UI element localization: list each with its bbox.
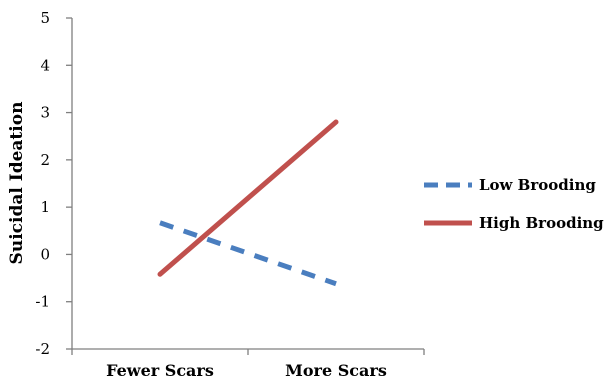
series-line-high-brooding: [157, 119, 339, 277]
plot-series: [157, 119, 339, 287]
y-tick-label: 2: [40, 151, 50, 169]
y-tick-label: 5: [40, 9, 50, 27]
legend: Low Brooding High Brooding: [424, 176, 604, 232]
y-tick-label: 3: [40, 104, 50, 122]
y-tick-label: -2: [35, 340, 50, 358]
legend-label: High Brooding: [479, 214, 604, 232]
y-tick-label: 1: [40, 198, 50, 216]
y-axis-title: Suicidal Ideation: [7, 102, 27, 265]
x-axis-ticks: Fewer Scars More Scars: [71, 349, 425, 380]
y-tick-label: 0: [40, 245, 50, 263]
y-axis-ticks: -2 -1 0 1 2 3 4 5: [35, 9, 72, 358]
x-axis: Fewer Scars More Scars: [71, 348, 425, 380]
legend-label: Low Brooding: [479, 176, 596, 194]
y-tick-label: 4: [40, 56, 50, 74]
series-line-low-brooding: [159, 220, 337, 287]
x-category-label: Fewer Scars: [106, 361, 214, 380]
y-tick-label: -1: [35, 293, 50, 311]
x-category-label: More Scars: [285, 361, 387, 380]
y-axis: -2 -1 0 1 2 3 4 5: [35, 9, 73, 358]
